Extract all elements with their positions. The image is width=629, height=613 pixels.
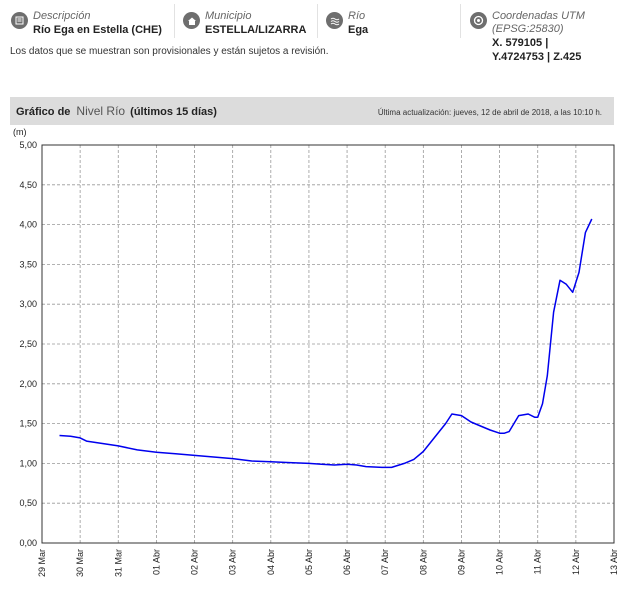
y-axis-unit: (m): [13, 127, 27, 137]
info-coords: Coordenadas UTM (EPSG:25830) X. 579105 |…: [470, 10, 585, 64]
chart-header: Gráfico de Nivel Río (últimos 15 días) Úl…: [10, 97, 614, 125]
info-river: Río Ega: [326, 10, 368, 37]
coords-label: Coordenadas UTM: [492, 10, 585, 22]
river-value: Ega: [348, 24, 369, 36]
municipality-value: ESTELLA/LIZARRA: [205, 24, 307, 36]
y-tick-label: 4,50: [19, 180, 37, 190]
x-tick-label: 29 Mar: [37, 549, 47, 577]
y-tick-label: 1,00: [19, 458, 37, 468]
home-icon: [183, 12, 200, 29]
waves-icon: [326, 12, 343, 29]
station-value: Río Ega en Estella (CHE): [33, 24, 162, 36]
last-update-text: Última actualización: jueves, 12 de abri…: [377, 108, 602, 117]
x-tick-label: 06 Abr: [342, 549, 352, 575]
x-tick-label: 09 Abr: [456, 549, 466, 575]
y-tick-label: 1,50: [19, 419, 37, 429]
axes: [41, 144, 615, 544]
target-icon: [470, 12, 487, 29]
x-tick-label: 07 Abr: [380, 549, 390, 575]
grid: [42, 145, 614, 543]
y-tick-label: 5,00: [19, 140, 37, 150]
disclaimer-text: Los datos que se muestran son provisiona…: [10, 46, 329, 57]
municipality-label: Municipio: [205, 10, 252, 22]
y-tick-label: 0,00: [19, 538, 37, 548]
y-tick-label: 4,00: [19, 220, 37, 230]
tick-labels: 0,00 0,50 1,00 1,50 2,00 2,50 3,00 3,50 4,00 4,50…: [19, 140, 619, 577]
x-tick-label: 10 Abr: [495, 549, 505, 575]
pin-icon: [11, 12, 28, 29]
divider: [317, 4, 318, 38]
coords-epsg: (EPSG:25830): [492, 23, 564, 35]
plot-frame: [41, 144, 615, 544]
series: [59, 218, 593, 469]
x-tick-label: 13 Abr: [609, 549, 619, 575]
x-tick-label: 12 Abr: [571, 549, 581, 575]
x-tick-label: 02 Abr: [190, 549, 200, 575]
y-tick-label: 3,00: [19, 299, 37, 309]
water-level-line: [59, 218, 593, 469]
x-tick-label: 30 Mar: [75, 549, 85, 577]
x-tick-label: 05 Abr: [304, 549, 314, 575]
chart-heading-name: Nivel Río: [76, 104, 126, 118]
y-tick-label: 0,50: [19, 498, 37, 508]
divider: [460, 4, 461, 38]
y-tick-label: 2,00: [19, 379, 37, 389]
chart-heading-period: (últimos 15 días): [130, 106, 217, 118]
y-tick-label: 3,50: [19, 259, 37, 269]
info-municipality: Municipio ESTELLA/LIZARRA: [183, 10, 306, 37]
river-label: Río: [348, 10, 366, 22]
station-label: Descripción: [33, 10, 91, 22]
x-tick-label: 01 Abr: [151, 549, 161, 575]
x-tick-label: 08 Abr: [418, 549, 428, 575]
chart-heading: Gráfico de Nivel Río (últimos 15 días): [16, 104, 217, 118]
coords-yz: Y.4724753 | Z.425: [492, 51, 582, 63]
x-tick-label: 31 Mar: [113, 549, 123, 577]
y-tick-label: 2,50: [19, 339, 37, 349]
x-tick-label: 03 Abr: [228, 549, 238, 575]
info-station: Descripción Río Ega en Estella (CHE): [11, 10, 162, 37]
divider: [174, 4, 175, 38]
chart-heading-prefix: Gráfico de: [16, 106, 71, 118]
coords-x: X. 579105 |: [492, 37, 549, 49]
x-tick-label: 11 Abr: [533, 549, 543, 574]
x-tick-label: 04 Abr: [266, 549, 276, 575]
